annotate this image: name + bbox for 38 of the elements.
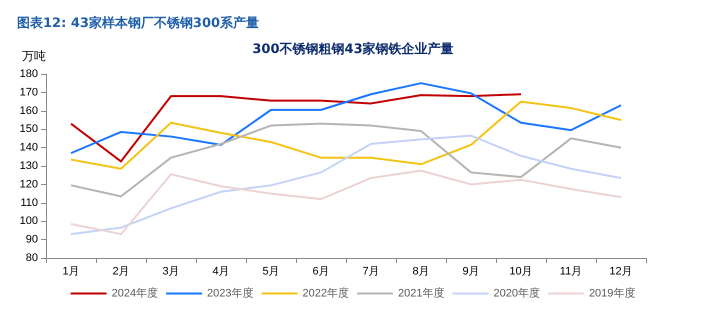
x-tick-label: 8月: [412, 266, 430, 278]
x-tick-label: 10月: [509, 266, 533, 278]
line-series: [70, 82, 622, 154]
y-tick-label: 120: [20, 178, 38, 190]
x-tick-label: 4月: [212, 266, 230, 278]
legend-label: 2021年度: [398, 286, 444, 300]
y-tick-label: 170: [20, 86, 38, 98]
chart-title: 300不锈钢粗钢43家钢铁企业产量: [252, 41, 454, 57]
x-tick-label: 3月: [162, 266, 180, 278]
line-series: [70, 93, 522, 162]
y-tick-label: 140: [20, 142, 38, 154]
x-tick-label: 2月: [112, 266, 130, 278]
legend-label: 2024年度: [112, 286, 158, 300]
x-tick-label: 6月: [312, 266, 330, 278]
legend-label: 2023年度: [207, 286, 254, 300]
y-tick-label: 80: [26, 252, 38, 264]
line-series: [70, 122, 622, 198]
legend-label: 2022年度: [302, 286, 350, 300]
y-axis-title: 万吨: [22, 49, 46, 63]
y-tick-label: 180: [20, 68, 38, 80]
chart-subtitle: 图表12: 43家样本钢厂不锈钢300系产量: [17, 15, 260, 31]
line-series: [70, 134, 622, 236]
x-tick-label: 1月: [62, 266, 80, 278]
legend-label: 2020年度: [493, 286, 540, 300]
x-tick-label: 7月: [362, 266, 380, 278]
y-tick-label: 90: [26, 234, 38, 246]
y-tick-label: 100: [20, 215, 38, 228]
x-tick-label: 9月: [462, 266, 480, 278]
line-series: [70, 170, 622, 236]
x-tick-label: 12月: [609, 266, 633, 278]
line-series: [70, 100, 622, 170]
x-tick-label: 5月: [262, 266, 280, 278]
y-tick-label: 110: [20, 196, 38, 209]
legend-label: 2019年度: [588, 286, 636, 300]
y-tick-label: 130: [20, 160, 38, 172]
y-tick-label: 160: [20, 104, 38, 117]
x-tick-label: 11月: [560, 266, 582, 278]
y-tick-label: 150: [20, 123, 38, 136]
